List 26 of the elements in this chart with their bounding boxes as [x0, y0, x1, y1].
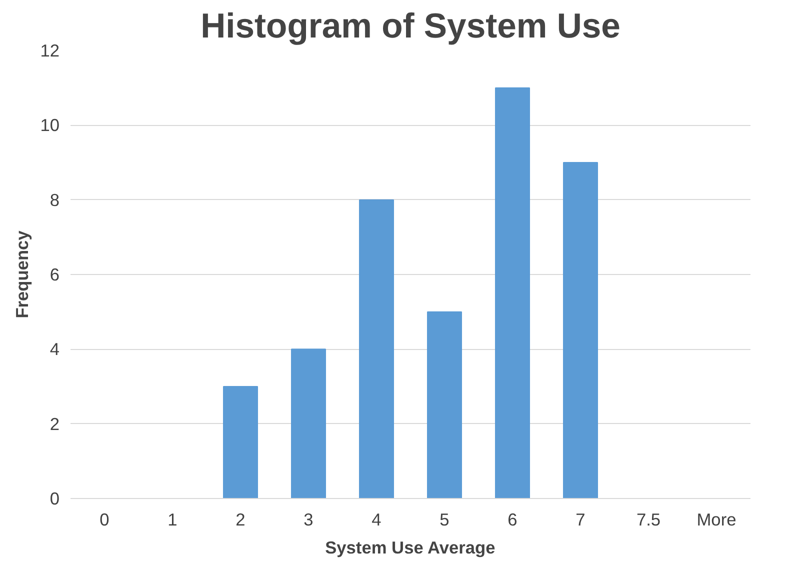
bar	[291, 348, 326, 498]
x-tick-label: 7	[576, 510, 586, 530]
y-tick-label: 6	[50, 264, 60, 284]
bar	[495, 87, 530, 498]
x-tick-label: 7.5	[636, 510, 661, 530]
bar	[563, 162, 598, 498]
bar	[223, 386, 258, 498]
bar	[359, 199, 394, 498]
x-tick-label: 6	[508, 510, 518, 530]
x-tick-label: 1	[168, 510, 178, 530]
x-tick-label: 3	[304, 510, 314, 530]
bar	[427, 311, 462, 498]
chart-title: Histogram of System Use	[200, 8, 620, 46]
y-tick-label: 4	[50, 339, 60, 360]
x-tick-label: More	[696, 510, 736, 530]
y-axis-title: Frequency	[12, 230, 32, 318]
x-tick-label: 5	[440, 510, 450, 530]
y-tick-label: 2	[50, 414, 60, 434]
y-tick-label: 8	[50, 190, 60, 210]
x-tick-label: 4	[372, 510, 382, 530]
y-tick-label: 0	[50, 488, 60, 508]
x-tick-label: 0	[100, 510, 110, 530]
x-tick-label: 2	[236, 510, 246, 530]
y-tick-label: 12	[40, 40, 60, 60]
x-axis-title: System Use Average	[325, 538, 496, 558]
y-tick-label: 10	[40, 115, 60, 136]
